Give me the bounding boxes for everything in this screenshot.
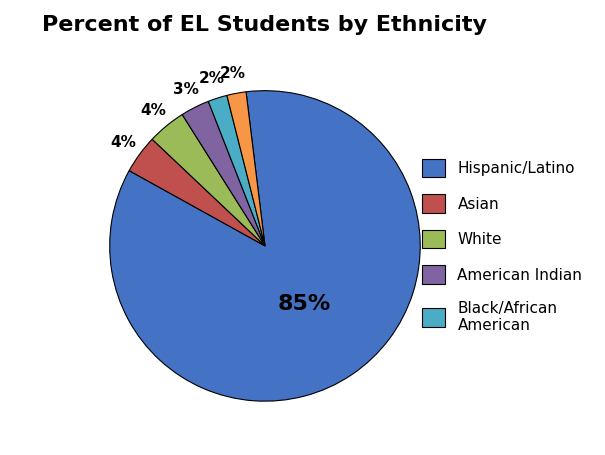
Wedge shape	[227, 92, 265, 246]
Legend: Hispanic/Latino, Asian, White, American Indian, Black/African
American: Hispanic/Latino, Asian, White, American …	[416, 153, 589, 339]
Text: 4%: 4%	[111, 135, 136, 150]
Text: 4%: 4%	[141, 103, 166, 118]
Wedge shape	[208, 96, 265, 246]
Title: Percent of EL Students by Ethnicity: Percent of EL Students by Ethnicity	[42, 15, 488, 35]
Wedge shape	[182, 101, 265, 246]
Wedge shape	[129, 139, 265, 246]
Text: 2%: 2%	[220, 66, 246, 81]
Text: 2%: 2%	[198, 71, 224, 86]
Text: 3%: 3%	[173, 82, 199, 97]
Wedge shape	[152, 115, 265, 246]
Text: 85%: 85%	[278, 294, 331, 314]
Wedge shape	[110, 91, 420, 401]
